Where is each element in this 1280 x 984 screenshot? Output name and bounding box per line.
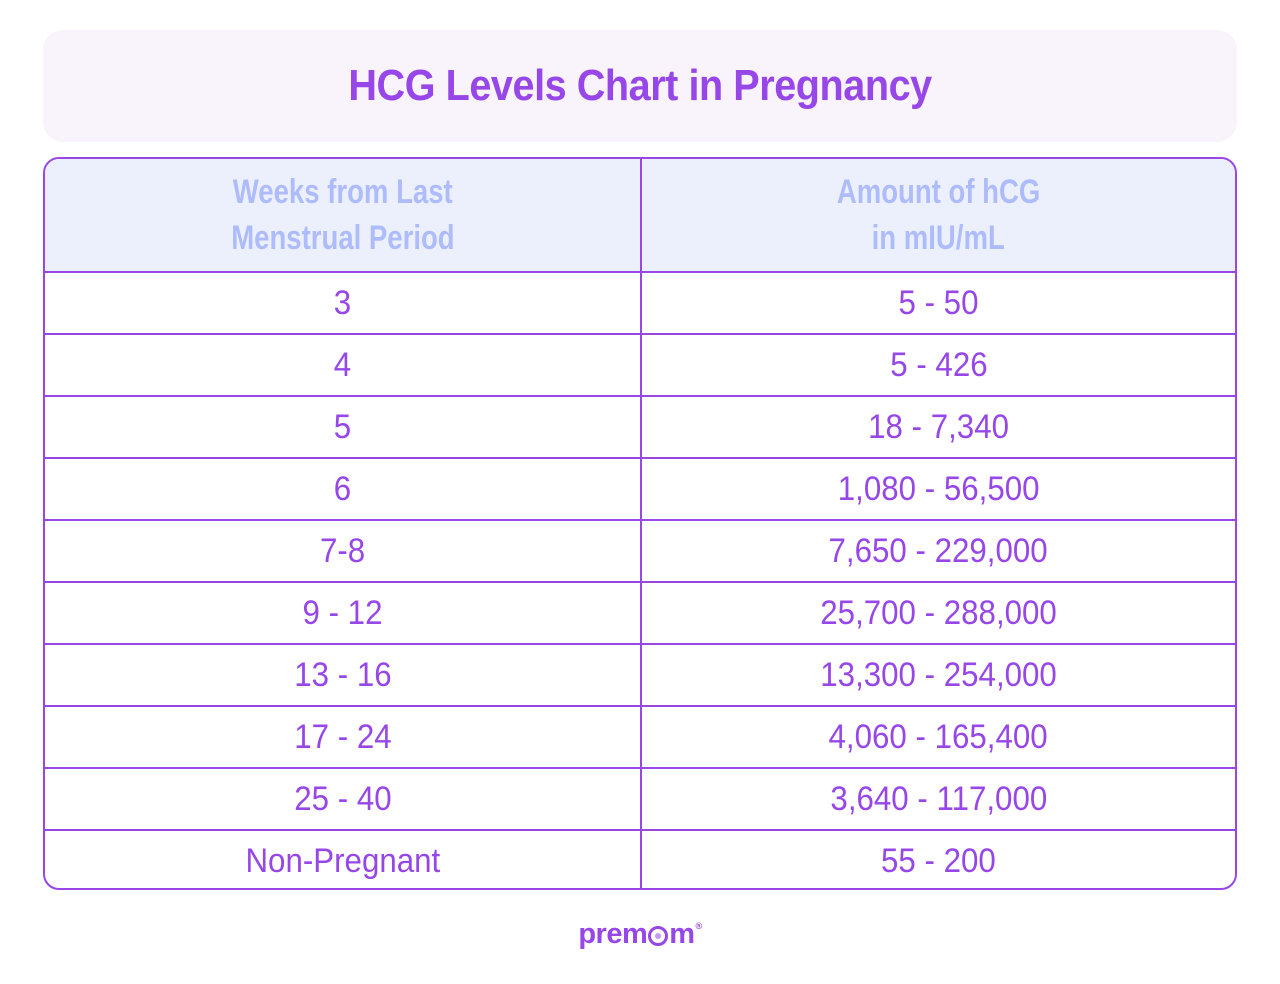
hcg-table: Weeks from Last Menstrual Period Amount o… bbox=[43, 157, 1237, 890]
hcg-cell: 7,650 - 229,000 bbox=[641, 520, 1235, 583]
hcg-cell: 13,300 - 254,000 bbox=[641, 644, 1235, 707]
weeks-cell: Non-Pregnant bbox=[45, 830, 642, 888]
hcg-cell: 5 - 426 bbox=[641, 334, 1235, 397]
table-header-row: Weeks from Last Menstrual Period Amount o… bbox=[45, 159, 1235, 273]
header-hcg-amount: Amount of hCG in mIU/mL bbox=[641, 159, 1235, 273]
hcg-cell: 3,640 - 117,000 bbox=[641, 768, 1235, 831]
header-weeks: Weeks from Last Menstrual Period bbox=[45, 159, 642, 273]
logo-text-prefix: prem bbox=[578, 918, 648, 950]
weeks-cell: 4 bbox=[45, 334, 642, 397]
weeks-cell: 17 - 24 bbox=[45, 706, 642, 769]
weeks-cell: 13 - 16 bbox=[45, 644, 642, 707]
hcg-cell: 55 - 200 bbox=[881, 841, 996, 880]
hcg-cell: 25,700 - 288,000 bbox=[641, 582, 1235, 645]
registered-mark: ® bbox=[695, 921, 703, 931]
logo-text-suffix: m bbox=[669, 918, 695, 950]
weeks-cell: 3 bbox=[45, 272, 642, 335]
weeks-cell: 6 bbox=[45, 458, 642, 521]
chart-title: HCG Levels Chart in Pregnancy bbox=[348, 61, 932, 110]
hcg-cell: 4,060 - 165,400 bbox=[641, 706, 1235, 769]
table-row: 13 - 16 13,300 - 254,000 bbox=[45, 644, 1235, 707]
table-row: 6 1,080 - 56,500 bbox=[45, 458, 1235, 521]
hcg-cell: 5 - 50 bbox=[641, 272, 1235, 335]
table-row: 17 - 24 4,060 - 165,400 bbox=[45, 706, 1235, 769]
table-row: 25 - 40 3,640 - 117,000 bbox=[45, 768, 1235, 831]
hcg-cell: 1,080 - 56,500 bbox=[641, 458, 1235, 521]
table-row: 5 18 - 7,340 bbox=[45, 396, 1235, 459]
baby-mark-icon bbox=[648, 926, 669, 946]
weeks-cell: 25 - 40 bbox=[45, 768, 642, 831]
table-row: 7-8 7,650 - 229,000 bbox=[45, 520, 1235, 583]
weeks-cell: 7-8 bbox=[45, 520, 642, 583]
premom-logo: prem m® bbox=[0, 918, 1280, 951]
table-row: Non-Pregnant 55 - 200 bbox=[45, 830, 1235, 888]
weeks-cell: 5 bbox=[45, 396, 642, 459]
hcg-cell: 18 - 7,340 bbox=[641, 396, 1235, 459]
weeks-cell: 9 - 12 bbox=[45, 582, 642, 645]
table-row: 9 - 12 25,700 - 288,000 bbox=[45, 582, 1235, 645]
title-banner: HCG Levels Chart in Pregnancy bbox=[43, 30, 1237, 142]
